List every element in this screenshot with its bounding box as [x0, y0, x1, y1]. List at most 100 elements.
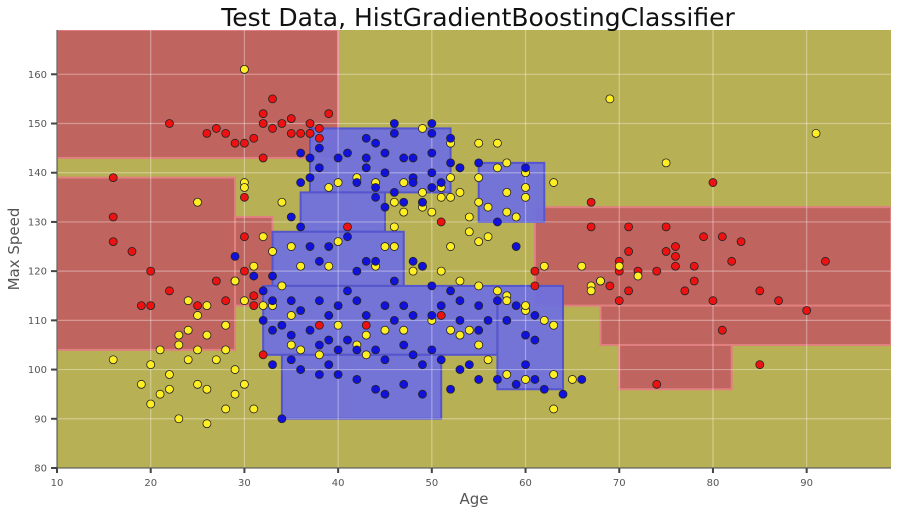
data-point-red — [277, 119, 287, 128]
data-point-blue — [249, 271, 259, 281]
x-tick-label: 80 — [707, 478, 720, 489]
data-point-blue — [464, 360, 474, 370]
data-point-red — [268, 94, 277, 104]
data-point-red — [286, 114, 296, 123]
data-point-yellow — [333, 320, 343, 330]
data-point-yellow — [314, 350, 324, 360]
data-point-blue — [296, 365, 306, 374]
data-point-red — [736, 237, 746, 247]
y-tick-label: 100 — [28, 365, 47, 376]
data-point-red — [230, 138, 240, 148]
data-point-blue — [277, 320, 287, 330]
data-point-blue — [314, 340, 324, 350]
data-point-yellow — [474, 237, 484, 247]
data-point-yellow — [521, 375, 530, 384]
data-point-yellow — [605, 94, 615, 104]
data-point-blue — [258, 286, 268, 296]
data-point-blue — [455, 163, 465, 173]
data-point-blue — [343, 286, 352, 296]
data-point-red — [661, 247, 671, 256]
data-point-yellow — [240, 296, 249, 306]
data-point-blue — [493, 375, 502, 384]
data-point-blue — [511, 379, 521, 389]
data-point-red — [652, 266, 662, 276]
data-point-yellow — [258, 232, 268, 242]
y-tick-label: 80 — [34, 464, 47, 475]
data-point-red — [221, 296, 231, 306]
data-point-red — [240, 192, 249, 202]
data-point-yellow — [202, 301, 212, 310]
data-point-blue — [418, 360, 427, 370]
data-point-yellow — [296, 345, 306, 355]
data-point-blue — [343, 335, 352, 345]
data-point-yellow — [193, 197, 202, 207]
x-tick-label: 10 — [51, 478, 64, 489]
data-point-blue — [296, 306, 306, 315]
data-point-yellow — [446, 192, 455, 202]
data-point-yellow — [811, 128, 821, 138]
data-point-yellow — [193, 311, 202, 320]
data-point-blue — [361, 153, 371, 163]
data-point-yellow — [286, 340, 296, 350]
data-point-blue — [530, 335, 540, 345]
decision-region-blue — [299, 191, 386, 233]
data-point-red — [343, 222, 352, 232]
data-point-yellow — [502, 370, 512, 379]
data-point-blue — [324, 311, 334, 320]
data-point-red — [661, 222, 671, 232]
data-point-yellow — [193, 345, 202, 355]
x-tick-label: 20 — [144, 478, 157, 489]
data-point-blue — [286, 355, 296, 365]
data-point-red — [314, 124, 324, 133]
data-point-blue — [530, 375, 540, 384]
data-point-blue — [352, 178, 362, 187]
data-point-blue — [577, 375, 587, 384]
data-point-yellow — [549, 404, 559, 414]
data-point-yellow — [427, 207, 437, 217]
data-point-blue — [521, 163, 530, 173]
data-point-yellow — [539, 261, 549, 271]
data-point-yellow — [202, 330, 212, 340]
data-point-red — [240, 266, 249, 276]
data-point-red — [165, 119, 174, 128]
data-point-yellow — [361, 330, 371, 340]
data-point-blue — [408, 178, 418, 187]
data-point-yellow — [539, 315, 549, 325]
data-point-yellow — [474, 340, 484, 350]
data-point-blue — [455, 365, 465, 374]
data-point-red — [802, 306, 812, 315]
data-point-blue — [521, 330, 530, 340]
data-point-yellow — [502, 158, 512, 168]
data-point-yellow — [389, 242, 399, 251]
data-point-blue — [296, 148, 306, 158]
data-point-blue — [286, 212, 296, 222]
data-point-yellow — [324, 183, 334, 192]
data-point-yellow — [202, 419, 212, 429]
data-point-yellow — [202, 384, 212, 394]
data-point-yellow — [277, 197, 287, 207]
data-point-yellow — [240, 64, 249, 74]
data-point-yellow — [146, 399, 156, 409]
data-point-blue — [418, 261, 427, 271]
data-point-yellow — [380, 325, 390, 335]
data-point-red — [755, 286, 765, 296]
data-point-blue — [352, 296, 362, 306]
data-point-yellow — [183, 355, 193, 365]
data-point-red — [136, 301, 146, 310]
x-tick-label: 30 — [238, 478, 251, 489]
data-point-blue — [268, 325, 277, 335]
data-point-yellow — [136, 379, 146, 389]
data-point-yellow — [493, 286, 502, 296]
data-point-red — [530, 266, 540, 276]
data-point-blue — [296, 222, 306, 232]
data-point-blue — [427, 148, 437, 158]
data-point-red — [708, 296, 718, 306]
data-point-blue — [418, 197, 427, 207]
data-points — [108, 64, 830, 429]
data-point-blue — [352, 266, 362, 276]
data-point-red — [717, 232, 727, 242]
data-point-red — [296, 128, 306, 138]
data-point-blue — [361, 163, 371, 173]
data-point-red — [258, 109, 268, 119]
data-point-red — [324, 109, 334, 119]
